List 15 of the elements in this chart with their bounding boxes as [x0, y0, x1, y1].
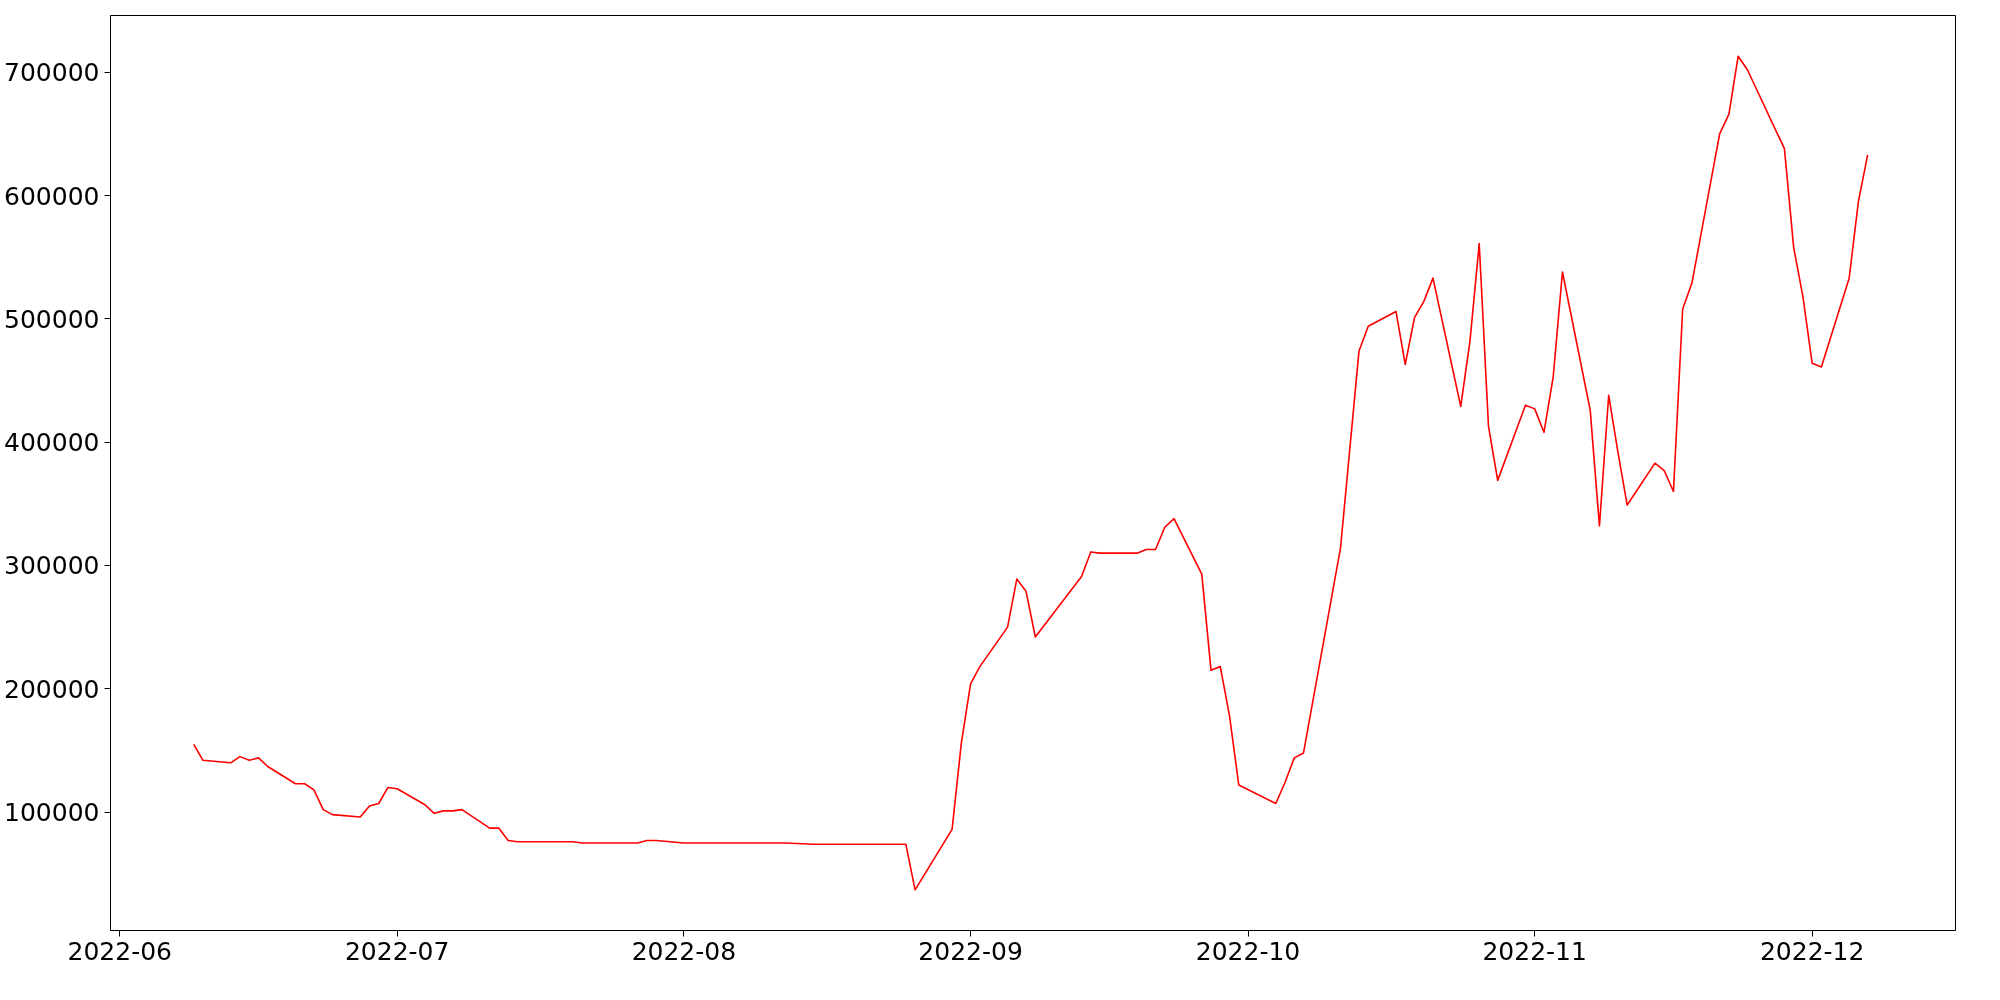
y-tick-label: 200000 [4, 674, 100, 704]
x-tick-label: 2022-10 [1195, 936, 1301, 966]
y-tick-label: 100000 [4, 798, 100, 828]
y-tick-label: 600000 [4, 181, 100, 211]
x-tick-label: 2022-12 [1759, 936, 1865, 966]
x-tick-label: 2022-08 [631, 936, 737, 966]
x-tick-label: 2022-11 [1482, 936, 1587, 966]
y-tick-label: 500000 [4, 304, 100, 334]
y-tick-label: 700000 [4, 58, 100, 88]
x-tick-label: 2022-07 [344, 936, 450, 966]
x-tick-label: 2022-06 [67, 936, 172, 966]
x-tick-label: 2022-09 [918, 936, 1023, 966]
y-tick-label: 300000 [4, 551, 100, 581]
y-tick-label: 400000 [4, 428, 100, 458]
line-series [192, 55, 1869, 891]
